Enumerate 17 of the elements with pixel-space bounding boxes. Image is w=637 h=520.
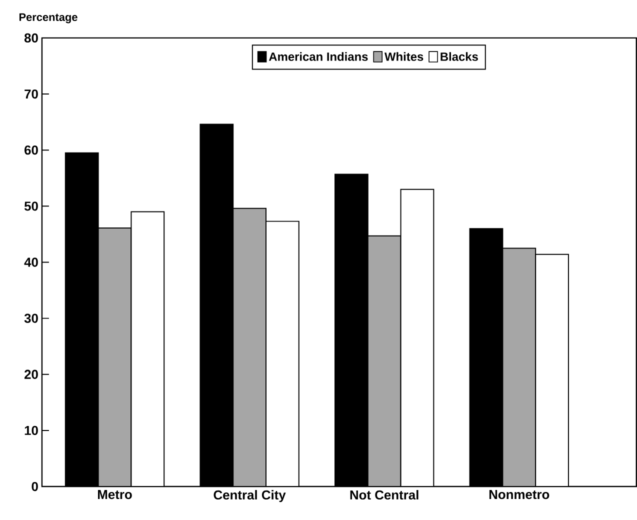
x-tick-label: Nonmetro — [489, 490, 550, 500]
x-tick-label: Metro — [98, 490, 132, 500]
x-tick-label: Central City — [214, 490, 286, 502]
legend-label: Whites — [384, 52, 424, 62]
y-tick-label: 20 — [24, 370, 38, 380]
y-tick-label: 0 — [32, 482, 38, 492]
y-tick-label: 30 — [24, 314, 38, 324]
y-tick-label: 50 — [24, 202, 38, 211]
x-tick-label: Not Central — [350, 490, 418, 500]
y-tick-label: 60 — [24, 146, 38, 155]
legend-label: Blacks — [440, 52, 478, 62]
y-tick-label: 10 — [24, 426, 38, 436]
y-tick-label: 70 — [24, 90, 38, 99]
y-tick-label: 80 — [24, 34, 38, 43]
y-tick-label: 40 — [24, 258, 38, 268]
legend-label: American Indians — [268, 52, 368, 62]
y-axis-title: Percentage — [19, 14, 78, 24]
